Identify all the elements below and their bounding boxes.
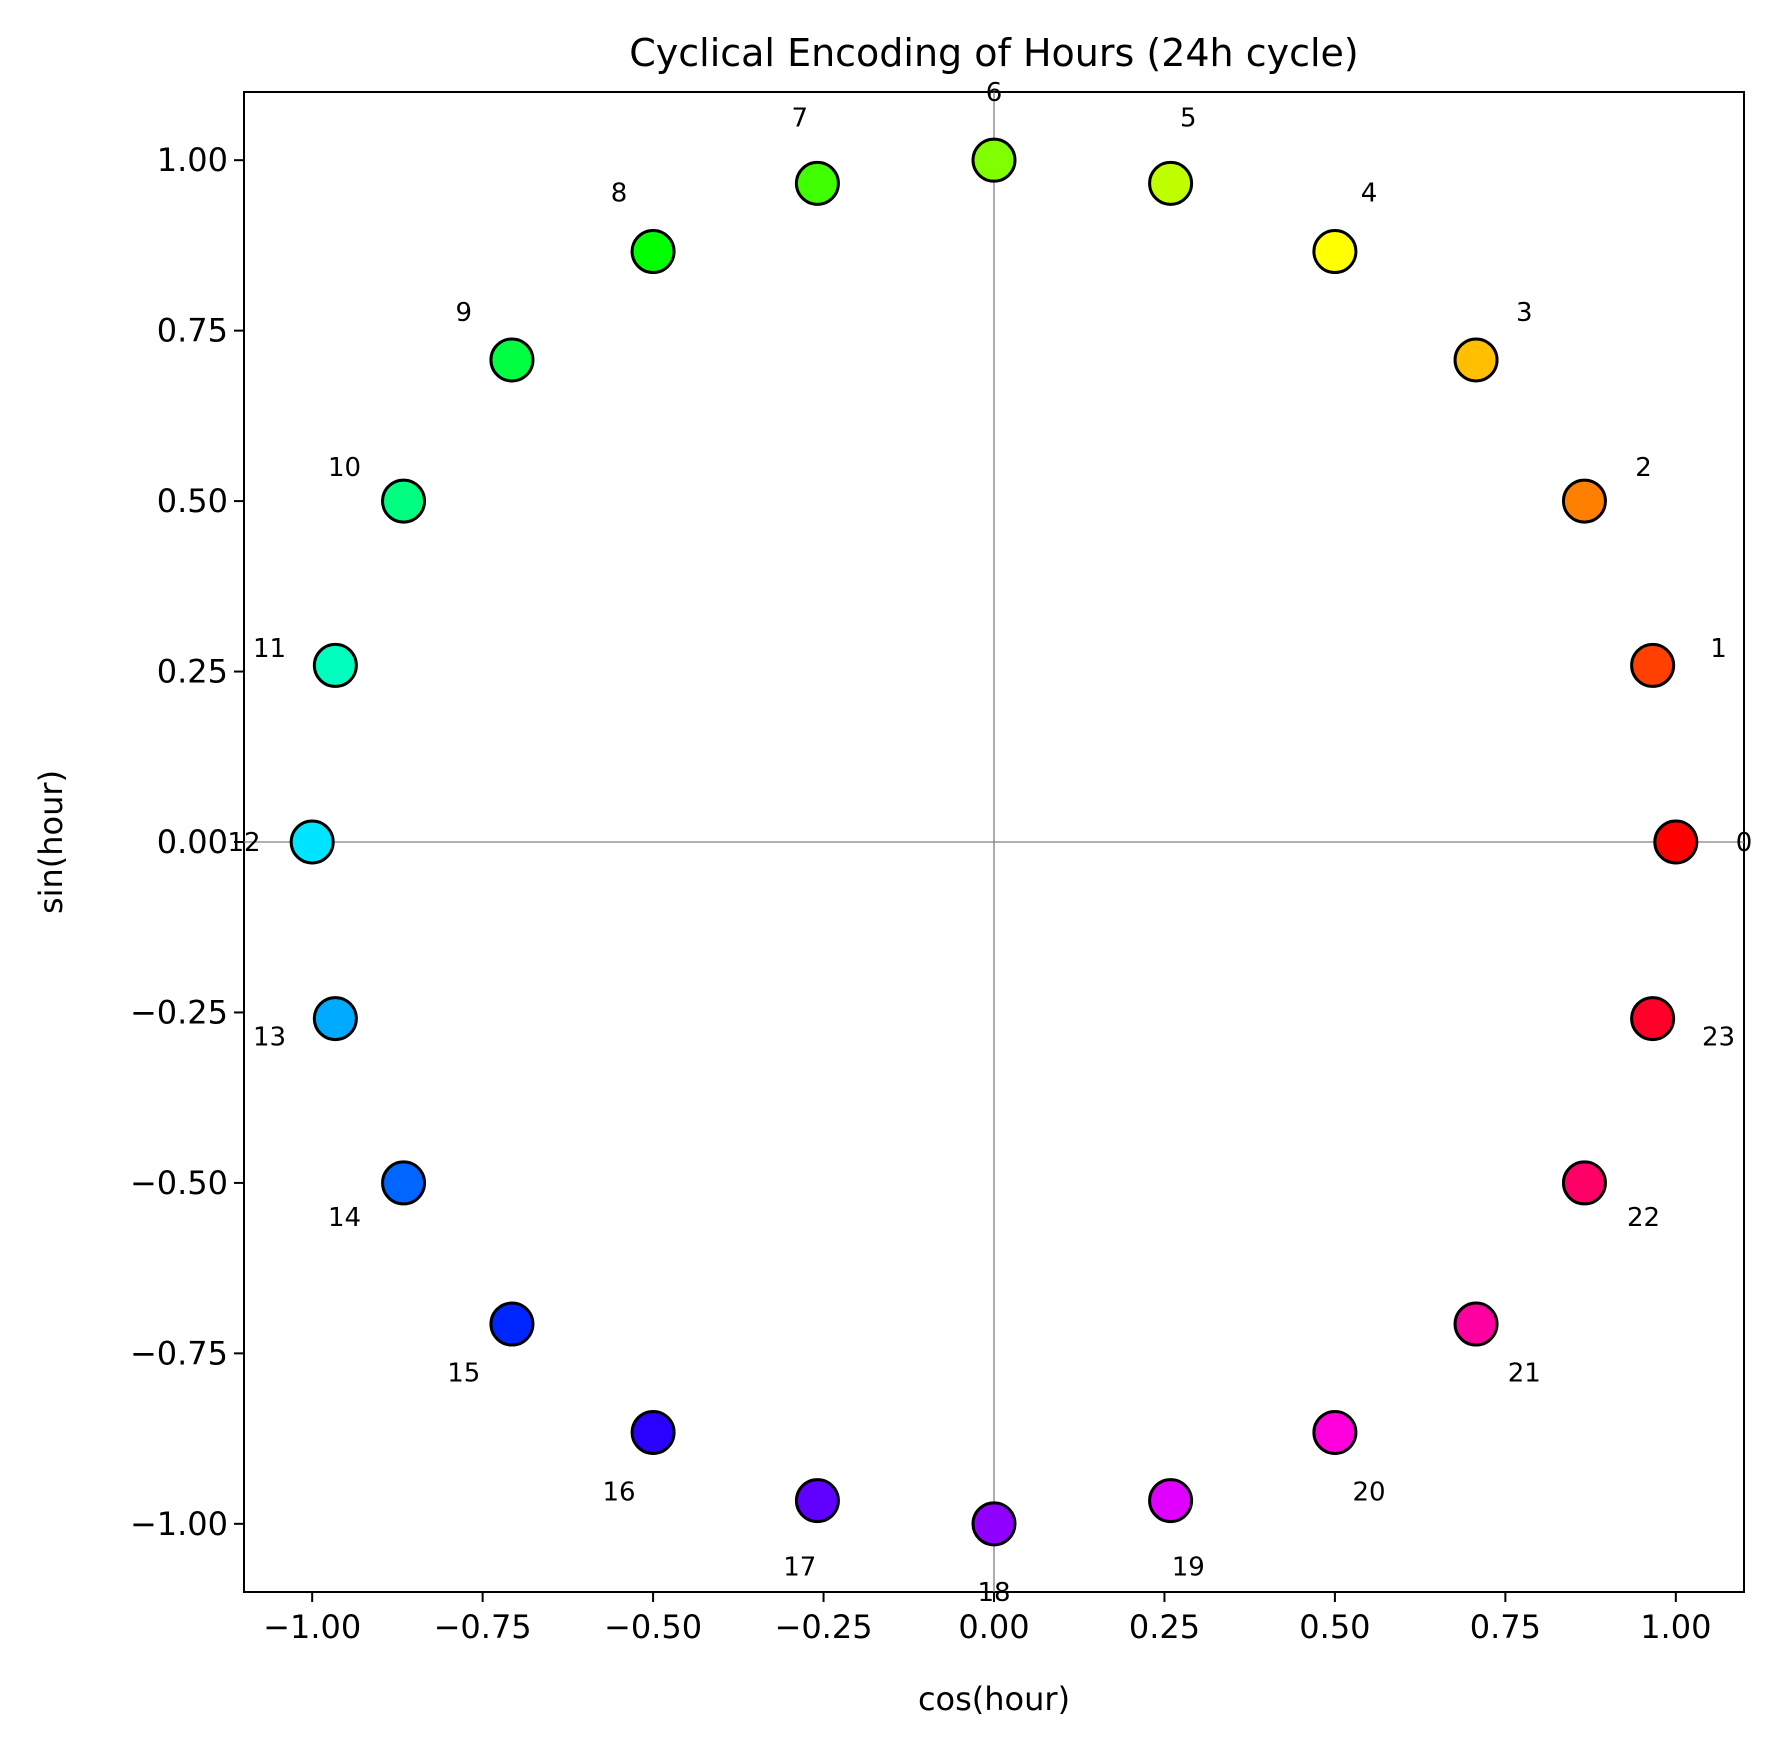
data-point — [1453, 337, 1499, 383]
data-point — [1561, 478, 1607, 524]
y-tick-label: −0.75 — [130, 1334, 228, 1372]
x-tick-label: −0.25 — [775, 1608, 873, 1646]
data-point — [1312, 229, 1358, 275]
point-label: 20 — [1352, 1478, 1385, 1508]
data-point — [1148, 1478, 1194, 1524]
point-label: 17 — [783, 1553, 816, 1583]
x-tick-label: −0.75 — [434, 1608, 532, 1646]
x-tick-label: 0.50 — [1299, 1608, 1370, 1646]
y-tick-label: −0.25 — [130, 993, 228, 1031]
data-point — [630, 1409, 676, 1455]
point-label: 13 — [253, 1022, 286, 1052]
data-point — [489, 337, 535, 383]
x-tick-label: −0.50 — [604, 1608, 702, 1646]
x-tick-label: 0.00 — [958, 1608, 1029, 1646]
point-label: 4 — [1361, 179, 1378, 209]
point-label: 0 — [1736, 828, 1753, 858]
x-tick-label: 0.75 — [1470, 1608, 1541, 1646]
x-tick-label: 0.25 — [1129, 1608, 1200, 1646]
y-tick-label: 1.00 — [157, 141, 228, 179]
ticks: −1.00 −0.75 −0.50 −0.25 0.00 0.25 0.50 0.75 1.00… — [130, 141, 1712, 1646]
point-label: 8 — [611, 179, 628, 209]
data-point — [489, 1301, 535, 1347]
data-point — [794, 160, 840, 206]
x-tick-label: −1.00 — [263, 1608, 361, 1646]
data-points — [289, 137, 1699, 1547]
point-label: 16 — [602, 1478, 635, 1508]
data-point — [381, 1160, 427, 1206]
y-tick-label: 0.75 — [157, 312, 228, 350]
data-point — [630, 229, 676, 275]
data-point — [1148, 160, 1194, 206]
point-label: 19 — [1172, 1553, 1205, 1583]
data-point — [1561, 1160, 1607, 1206]
y-tick-label: 0.00 — [157, 823, 228, 861]
y-tick-label: 0.50 — [157, 482, 228, 520]
y-axis-label: sin(hour) — [32, 770, 70, 914]
data-point — [312, 996, 358, 1042]
point-label: 9 — [455, 298, 472, 328]
data-point — [971, 137, 1017, 183]
x-tick-label: 1.00 — [1640, 1608, 1711, 1646]
data-point — [1312, 1409, 1358, 1455]
data-point — [1630, 642, 1676, 688]
data-point — [1453, 1301, 1499, 1347]
x-axis-label: cos(hour) — [918, 1680, 1070, 1718]
point-label: 2 — [1635, 453, 1652, 483]
point-label: 21 — [1508, 1358, 1541, 1388]
data-point — [289, 819, 335, 865]
point-label: 23 — [1702, 1022, 1735, 1052]
data-point — [971, 1501, 1017, 1547]
data-point — [1653, 819, 1699, 865]
data-point — [312, 642, 358, 688]
chart-title: Cyclical Encoding of Hours (24h cycle) — [629, 31, 1359, 75]
point-label: 11 — [253, 634, 286, 664]
y-tick-label: −0.50 — [130, 1164, 228, 1202]
point-label: 6 — [986, 78, 1003, 108]
y-tick-label: −1.00 — [130, 1505, 228, 1543]
point-label: 10 — [328, 453, 361, 483]
point-label: 5 — [1180, 104, 1197, 134]
point-label: 14 — [328, 1203, 361, 1233]
point-label: 3 — [1516, 298, 1533, 328]
point-label: 7 — [791, 104, 808, 134]
data-point — [381, 478, 427, 524]
y-tick-label: 0.25 — [157, 653, 228, 691]
reference-lines — [244, 92, 1744, 1592]
data-point — [1630, 996, 1676, 1042]
data-point — [794, 1478, 840, 1524]
point-label: 15 — [447, 1358, 480, 1388]
point-label: 22 — [1627, 1203, 1660, 1233]
point-label: 1 — [1710, 634, 1727, 664]
